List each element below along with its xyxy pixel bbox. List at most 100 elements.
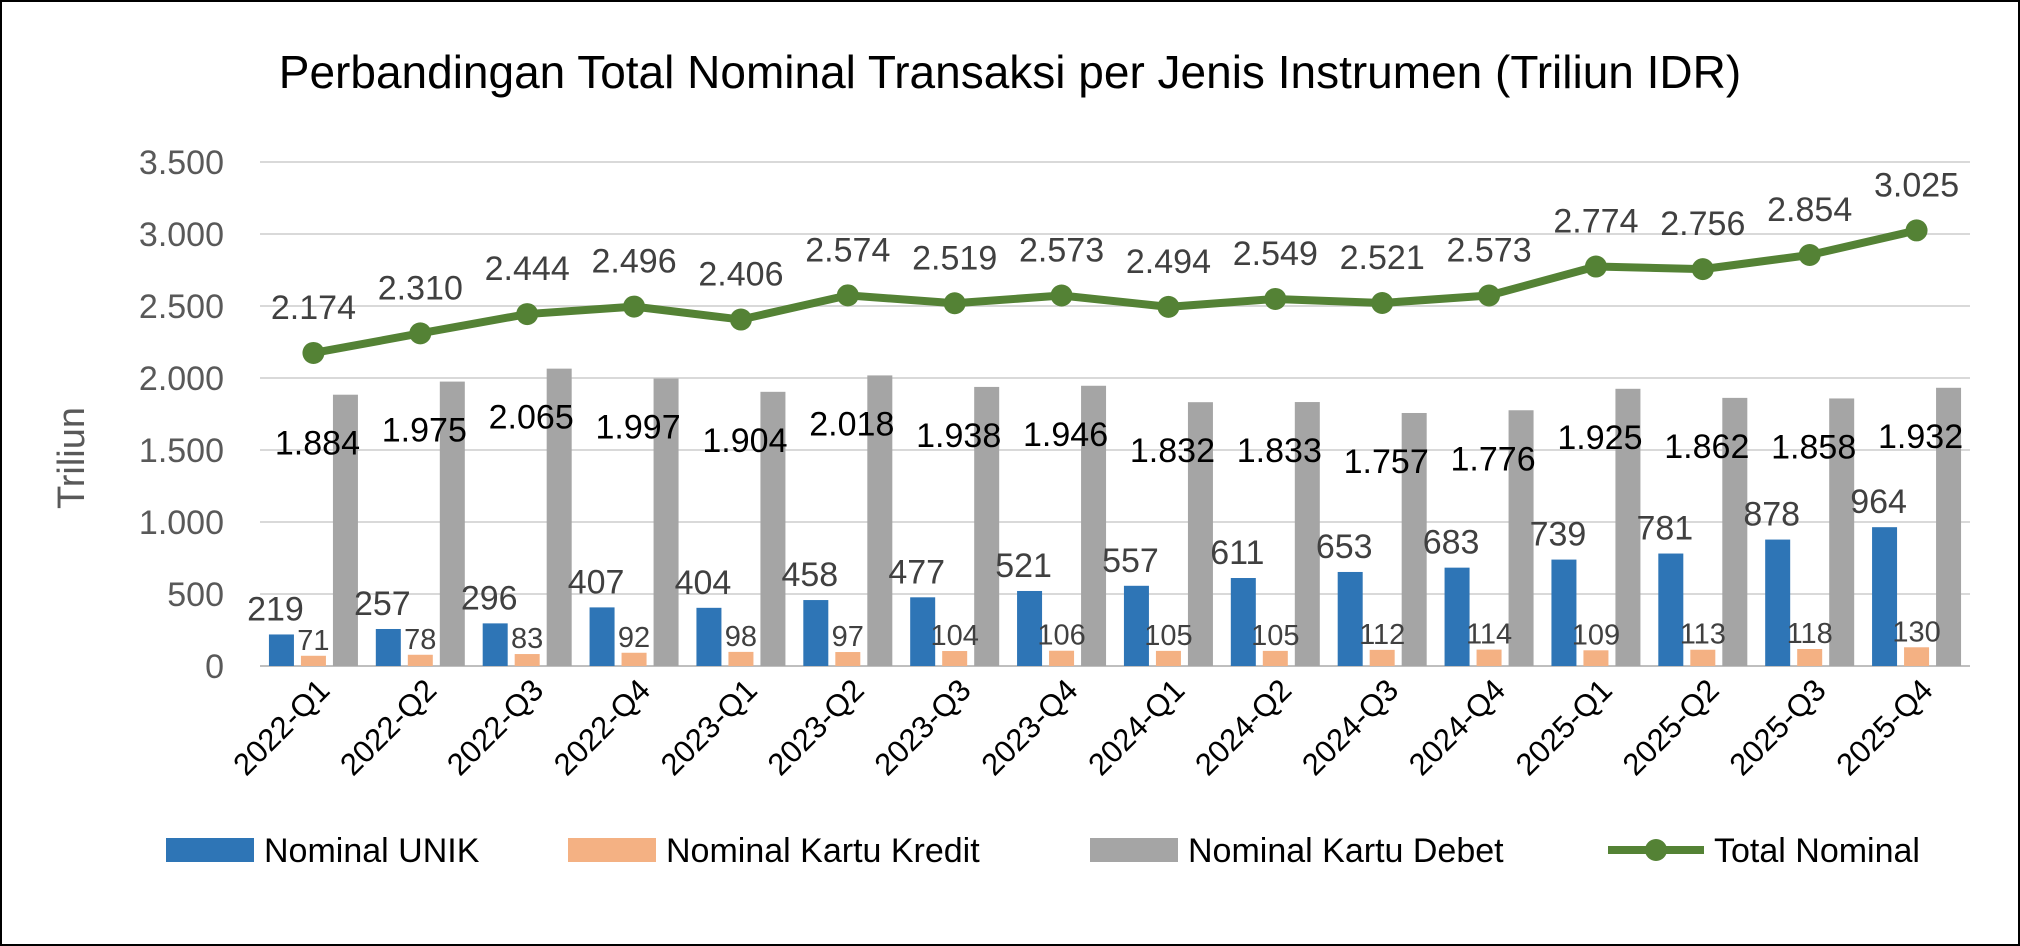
x-tick-label: 2022-Q2 — [333, 672, 443, 782]
total-nominal-marker — [1798, 244, 1821, 267]
bar-kartu-debet — [546, 368, 572, 666]
total-nominal-marker — [409, 322, 432, 345]
bar-unik — [1337, 571, 1363, 666]
bar-kartu-debet — [653, 378, 679, 666]
total-nominal-marker — [729, 308, 752, 331]
bar-unik — [482, 623, 508, 666]
x-tick-label: 2022-Q4 — [547, 672, 657, 782]
y-tick-label: 1.000 — [139, 504, 224, 542]
y-tick-label: 500 — [167, 576, 224, 614]
legend-label: Nominal UNIK — [264, 832, 480, 870]
unik-value-label: 557 — [1102, 542, 1159, 580]
kredit-value-label: 104 — [930, 620, 978, 652]
bar-unik — [268, 634, 294, 666]
total-nominal-marker — [1478, 284, 1501, 307]
legend: Nominal UNIK Nominal Kartu Kredit Nominal … — [166, 832, 1920, 870]
bar-unik — [1444, 567, 1470, 666]
kredit-value-label: 97 — [832, 621, 864, 653]
debet-value-label: 1.858 — [1771, 428, 1856, 466]
bar-unik — [1017, 590, 1043, 666]
bar-unik — [589, 607, 615, 666]
bar-kartu-debet — [867, 375, 893, 666]
unik-value-label: 878 — [1743, 496, 1800, 534]
unik-value-label: 296 — [461, 579, 518, 617]
unik-value-label: 653 — [1316, 528, 1373, 566]
total-nominal-marker — [302, 341, 325, 364]
total-nominal-marker — [1371, 291, 1394, 314]
debet-value-label: 1.832 — [1130, 432, 1215, 470]
bar-unik — [910, 597, 936, 666]
unik-value-label: 781 — [1636, 510, 1693, 548]
total-nominal-marker — [1050, 284, 1073, 307]
debet-value-label: 1.932 — [1878, 418, 1963, 456]
kredit-value-label: 130 — [1892, 616, 1940, 648]
legend-label: Nominal Kartu Debet — [1188, 832, 1504, 870]
x-tick-label: 2022-Q1 — [226, 672, 336, 782]
debet-value-label: 1.757 — [1344, 443, 1429, 481]
bar-series — [268, 368, 1962, 666]
line-series — [302, 219, 1928, 364]
bar-kartu-kredit — [407, 654, 433, 666]
bar-kartu-kredit — [728, 651, 754, 666]
total-value-label: 2.854 — [1767, 191, 1852, 229]
total-value-label: 3.025 — [1874, 166, 1959, 204]
total-value-label: 2.774 — [1553, 203, 1638, 241]
unik-value-label: 521 — [995, 547, 1052, 585]
total-value-label: 2.573 — [1019, 231, 1104, 269]
kredit-value-label: 109 — [1572, 619, 1620, 651]
bar-unik — [1123, 585, 1149, 666]
total-nominal-line — [312, 226, 1918, 357]
total-value-label: 2.549 — [1233, 235, 1318, 273]
bar-kartu-debet — [1081, 385, 1107, 666]
debet-value-label: 1.946 — [1023, 416, 1108, 454]
bar-kartu-debet — [1829, 398, 1855, 666]
bar-kartu-kredit — [1049, 650, 1075, 666]
debet-value-label: 2.018 — [809, 405, 894, 443]
x-tick-label: 2022-Q3 — [440, 672, 550, 782]
y-tick-label: 1.500 — [139, 432, 224, 470]
total-value-label: 2.310 — [378, 269, 463, 307]
total-value-label: 2.756 — [1660, 205, 1745, 243]
y-tick-label: 3.500 — [139, 144, 224, 182]
bar-kartu-debet — [332, 394, 358, 666]
x-tick-label: 2023-Q1 — [654, 672, 764, 782]
x-tick-label: 2025-Q1 — [1509, 672, 1619, 782]
bar-kartu-kredit — [942, 651, 968, 666]
x-tick-label: 2025-Q3 — [1723, 672, 1833, 782]
legend-label: Nominal Kartu Kredit — [666, 832, 980, 870]
bar-kartu-kredit — [1262, 650, 1288, 666]
y-tick-label: 2.500 — [139, 288, 224, 326]
legend-swatch — [166, 838, 254, 862]
unik-value-label: 964 — [1850, 483, 1907, 521]
y-tick-label: 2.000 — [139, 360, 224, 398]
bar-kartu-kredit — [1904, 647, 1930, 666]
kredit-value-label: 106 — [1037, 620, 1085, 652]
x-tick-label: 2023-Q3 — [868, 672, 978, 782]
bar-kartu-kredit — [1476, 649, 1502, 666]
legend-label: Total Nominal — [1714, 832, 1920, 870]
total-value-label: 2.519 — [912, 239, 997, 277]
unik-value-label: 257 — [354, 585, 411, 623]
bar-kartu-debet — [1722, 397, 1748, 666]
bar-unik — [1658, 553, 1684, 666]
debet-value-label: 1.884 — [275, 425, 360, 463]
legend-item-unik: Nominal UNIK — [166, 832, 480, 870]
debet-value-label: 1.925 — [1557, 419, 1642, 457]
total-nominal-marker — [1584, 255, 1607, 278]
total-nominal-marker — [516, 303, 539, 326]
debet-value-label: 1.975 — [382, 412, 467, 450]
bar-kartu-debet — [974, 386, 1000, 666]
x-tick-label: 2024-Q4 — [1402, 672, 1512, 782]
bar-kartu-debet — [760, 391, 786, 666]
y-axis-label: Triliun — [51, 407, 93, 509]
kredit-value-label: 112 — [1359, 619, 1405, 651]
total-nominal-marker — [836, 284, 859, 307]
debet-value-label: 1.776 — [1451, 440, 1536, 478]
debet-value-label: 2.065 — [489, 399, 574, 437]
bar-kartu-kredit — [1690, 649, 1716, 666]
debet-value-label: 1.862 — [1664, 428, 1749, 466]
legend-marker — [1645, 839, 1667, 861]
kredit-value-label: 105 — [1251, 620, 1299, 652]
